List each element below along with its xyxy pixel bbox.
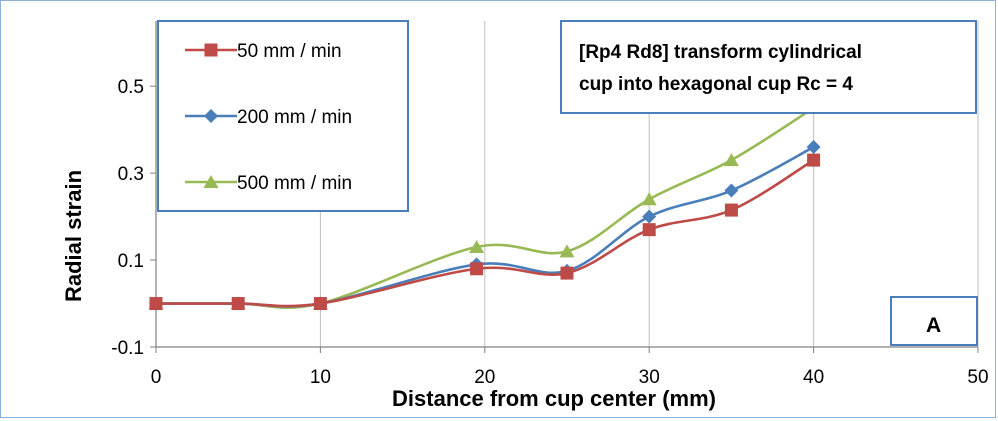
legend-marker-0 xyxy=(204,43,218,57)
info-line-1: [Rp4 Rd8] transform cylindrical xyxy=(579,42,862,63)
series-line-0 xyxy=(156,158,815,308)
data-point-2 xyxy=(641,192,657,206)
data-point-0 xyxy=(560,266,574,280)
axes xyxy=(150,21,979,353)
data-point-1 xyxy=(642,209,657,224)
info-annotation: [Rp4 Rd8] transform cylindrical cup into… xyxy=(560,20,977,114)
y-tick-label: 0.5 xyxy=(118,77,144,98)
legend-label-2: 500 mm / min xyxy=(237,173,352,194)
legend-marker-1 xyxy=(204,109,218,123)
data-point-0 xyxy=(642,223,656,237)
data-point-1 xyxy=(724,183,739,198)
data-point-0 xyxy=(313,297,327,311)
legend-label-1: 200 mm / min xyxy=(237,107,352,128)
y-axis-title: Radial strain xyxy=(61,170,86,302)
y-tick-label: 0.3 xyxy=(118,164,144,185)
y-tick-label: -0.1 xyxy=(111,338,144,359)
data-point-0 xyxy=(149,297,163,311)
legend: 50 mm / min 200 mm / min 500 mm / min xyxy=(157,20,409,212)
x-axis-title: Distance from cup center (mm) xyxy=(392,386,716,411)
data-point-2 xyxy=(469,240,485,254)
data-point-0 xyxy=(470,262,484,276)
tick-labels: -0.1 0.1 0.3 0.5 0 10 20 30 40 50 xyxy=(111,77,988,388)
panel-label: A xyxy=(890,296,978,346)
info-box xyxy=(560,20,977,114)
panel-label-text: A xyxy=(926,314,941,337)
data-point-0 xyxy=(807,153,821,167)
data-point-2 xyxy=(723,153,739,167)
legend-label-0: 50 mm / min xyxy=(237,41,342,62)
y-tick-label: 0.1 xyxy=(118,251,144,272)
data-point-0 xyxy=(231,297,245,311)
data-point-2 xyxy=(559,244,575,258)
x-tick-label: 0 xyxy=(151,367,162,388)
data-point-1 xyxy=(806,140,821,155)
x-tick-label: 10 xyxy=(310,367,331,388)
x-tick-label: 30 xyxy=(639,367,660,388)
panel-label-box xyxy=(890,296,978,346)
data-point-0 xyxy=(724,203,738,217)
x-tick-label: 20 xyxy=(474,367,495,388)
series-group xyxy=(148,100,822,311)
x-tick-label: 40 xyxy=(803,367,824,388)
legend-marker-2 xyxy=(203,175,219,188)
x-tick-label: 50 xyxy=(967,367,988,388)
info-line-2: cup into hexagonal cup Rc = 4 xyxy=(579,74,853,95)
